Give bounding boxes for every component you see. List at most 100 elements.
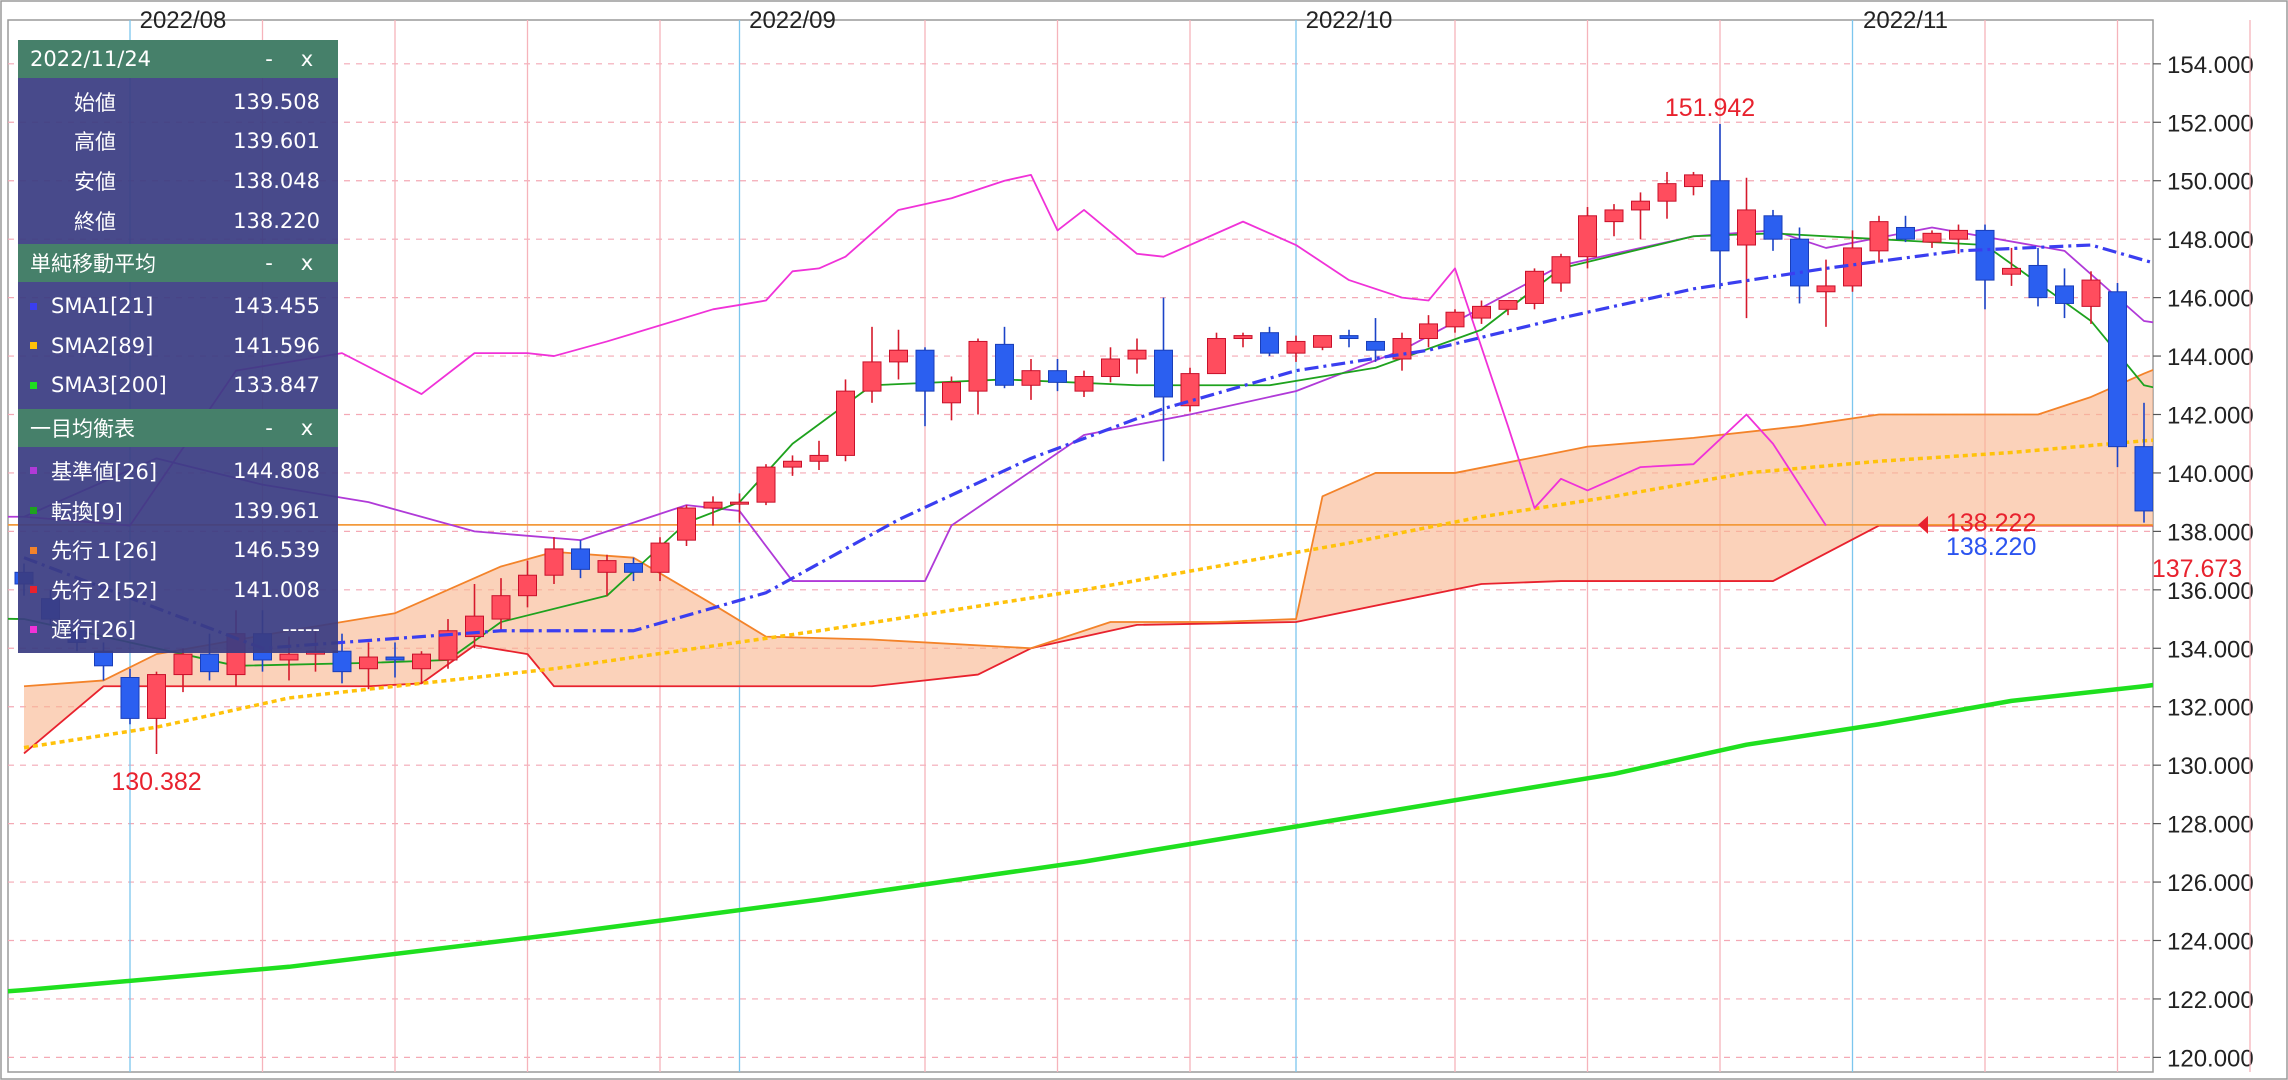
sma-header[interactable]: 単純移動平均 - x: [18, 244, 338, 283]
candle-body: [1684, 174, 1703, 188]
candle-body: [1551, 256, 1571, 284]
y-tick-label: 126.000: [2167, 870, 2254, 897]
candle-body: [1631, 200, 1650, 211]
y-tick-label: 142.000: [2167, 403, 2254, 430]
y-tick-label: 138.000: [2167, 519, 2254, 546]
candle-body: [1472, 305, 1491, 319]
candle-body: [1233, 335, 1253, 340]
y-tick-label: 152.000: [2167, 110, 2254, 137]
candle-body: [2108, 291, 2127, 448]
candle-body: [968, 340, 988, 392]
candle-body: [1604, 209, 1624, 223]
close-button[interactable]: x: [300, 416, 314, 441]
candle-body: [332, 650, 352, 673]
candle-body: [1949, 229, 1968, 240]
sma2-swatch: [30, 342, 37, 350]
ohlc-row-low: 安値 138.048: [74, 168, 320, 194]
ohlc-values: 始値 139.508 高値 139.601 安値 138.048 終値 138.220: [18, 78, 338, 245]
y-tick-label: 132.000: [2167, 695, 2254, 722]
candle-body: [1154, 349, 1173, 398]
candle-body: [2134, 446, 2153, 512]
candle-body: [1366, 340, 1385, 351]
candle-body: [1869, 221, 1889, 252]
ichimoku-title: 一目均衡表: [30, 417, 135, 442]
candle-body: [756, 466, 776, 503]
sma3-swatch: [30, 381, 37, 389]
legend-date: 2022/11/24: [30, 47, 152, 71]
y-tick-label: 148.000: [2167, 227, 2254, 254]
candle-body: [200, 653, 219, 673]
indicator-legend-panel: 2022/11/24 - x 始値 139.508 高値 139.601 安値 138…: [18, 40, 338, 654]
tenkan-swatch: [30, 507, 37, 515]
candle-body: [1578, 215, 1597, 258]
candle-body: [120, 677, 140, 719]
x-tick-label: 2022/09: [749, 7, 836, 34]
span2-line: [23, 524, 2153, 755]
candle-body: [783, 460, 802, 468]
candle-body: [836, 390, 855, 456]
candle-body: [942, 381, 961, 404]
y-tick-label: 124.000: [2167, 929, 2254, 956]
y-tick-label: 128.000: [2167, 812, 2254, 839]
span1-swatch: [30, 546, 37, 554]
candle-body: [491, 595, 511, 620]
sma3-line: [8, 682, 2153, 994]
x-tick-label: 2022/10: [1306, 7, 1393, 34]
candle-body: [624, 563, 643, 573]
sma1-swatch: [30, 302, 37, 310]
minimize-button[interactable]: -: [265, 251, 273, 276]
sma-row: SMA1[21] 143.455: [18, 286, 338, 326]
sma1-line: [23, 243, 2153, 650]
price-tag-last: 138.222: [1946, 509, 2036, 537]
sma-values: SMA1[21] 143.455 SMA2[89] 141.596 SMA3[200…: [18, 282, 338, 410]
candle-body: [518, 574, 537, 597]
sma-row: SMA2[89] 141.596: [18, 326, 338, 366]
candle-body: [2055, 285, 2074, 304]
current-price-marker-icon: [1918, 515, 1928, 534]
sma-row: SMA3[200] 133.847: [18, 366, 338, 406]
chikou-line: [23, 173, 1827, 527]
chikou-swatch: [30, 625, 37, 633]
extreme-price-label: 151.942: [1665, 94, 1755, 122]
candle-body: [995, 343, 1014, 386]
candle-body: [2081, 279, 2101, 307]
candle-body: [1498, 300, 1518, 310]
price-tag-close: 138.220: [1946, 533, 2036, 561]
sma-title: 単純移動平均: [30, 252, 156, 277]
candle-body: [385, 656, 405, 661]
candle-body: [1286, 340, 1306, 354]
candle-body: [889, 349, 908, 363]
y-tick-label: 134.000: [2167, 636, 2254, 663]
candle-body: [94, 650, 113, 667]
minimize-button[interactable]: -: [265, 416, 273, 441]
candle-body: [412, 653, 431, 670]
minimize-button[interactable]: -: [265, 47, 273, 71]
extreme-price-label: 130.382: [111, 768, 201, 796]
ichimoku-values: 基準値[26] 144.808 転換[9] 139.961 先行１[26] 146.5…: [18, 447, 338, 654]
candle-body: [1021, 370, 1041, 386]
candle-body: [1419, 323, 1438, 340]
candle-body: [279, 653, 299, 661]
kijun-line: [8, 226, 2153, 582]
ichimoku-row: 転換[9] 139.961: [18, 491, 338, 531]
ohlc-row-close: 終値 138.220: [74, 208, 320, 234]
candle-body: [1101, 358, 1120, 378]
candle-body: [2268, 464, 2286, 470]
sma2-line: [23, 438, 2153, 750]
ichimoku-header[interactable]: 一目均衡表 - x: [18, 409, 338, 448]
ichimoku-row: 先行２[52] 141.008: [18, 570, 338, 610]
candle-body: [915, 349, 935, 392]
close-button[interactable]: x: [300, 251, 314, 276]
candle-body: [1816, 285, 1836, 293]
y-tick-label: 122.000: [2167, 987, 2254, 1014]
candle-body: [1525, 270, 1544, 304]
y-tick-label: 146.000: [2167, 286, 2254, 313]
candle-body: [1260, 332, 1279, 354]
extreme-price-label: 137.673: [2152, 555, 2242, 583]
x-tick-label: 2022/08: [140, 7, 227, 34]
close-button[interactable]: x: [300, 47, 314, 71]
ohlc-header[interactable]: 2022/11/24 - x: [18, 40, 338, 78]
candle-body: [2028, 264, 2048, 299]
